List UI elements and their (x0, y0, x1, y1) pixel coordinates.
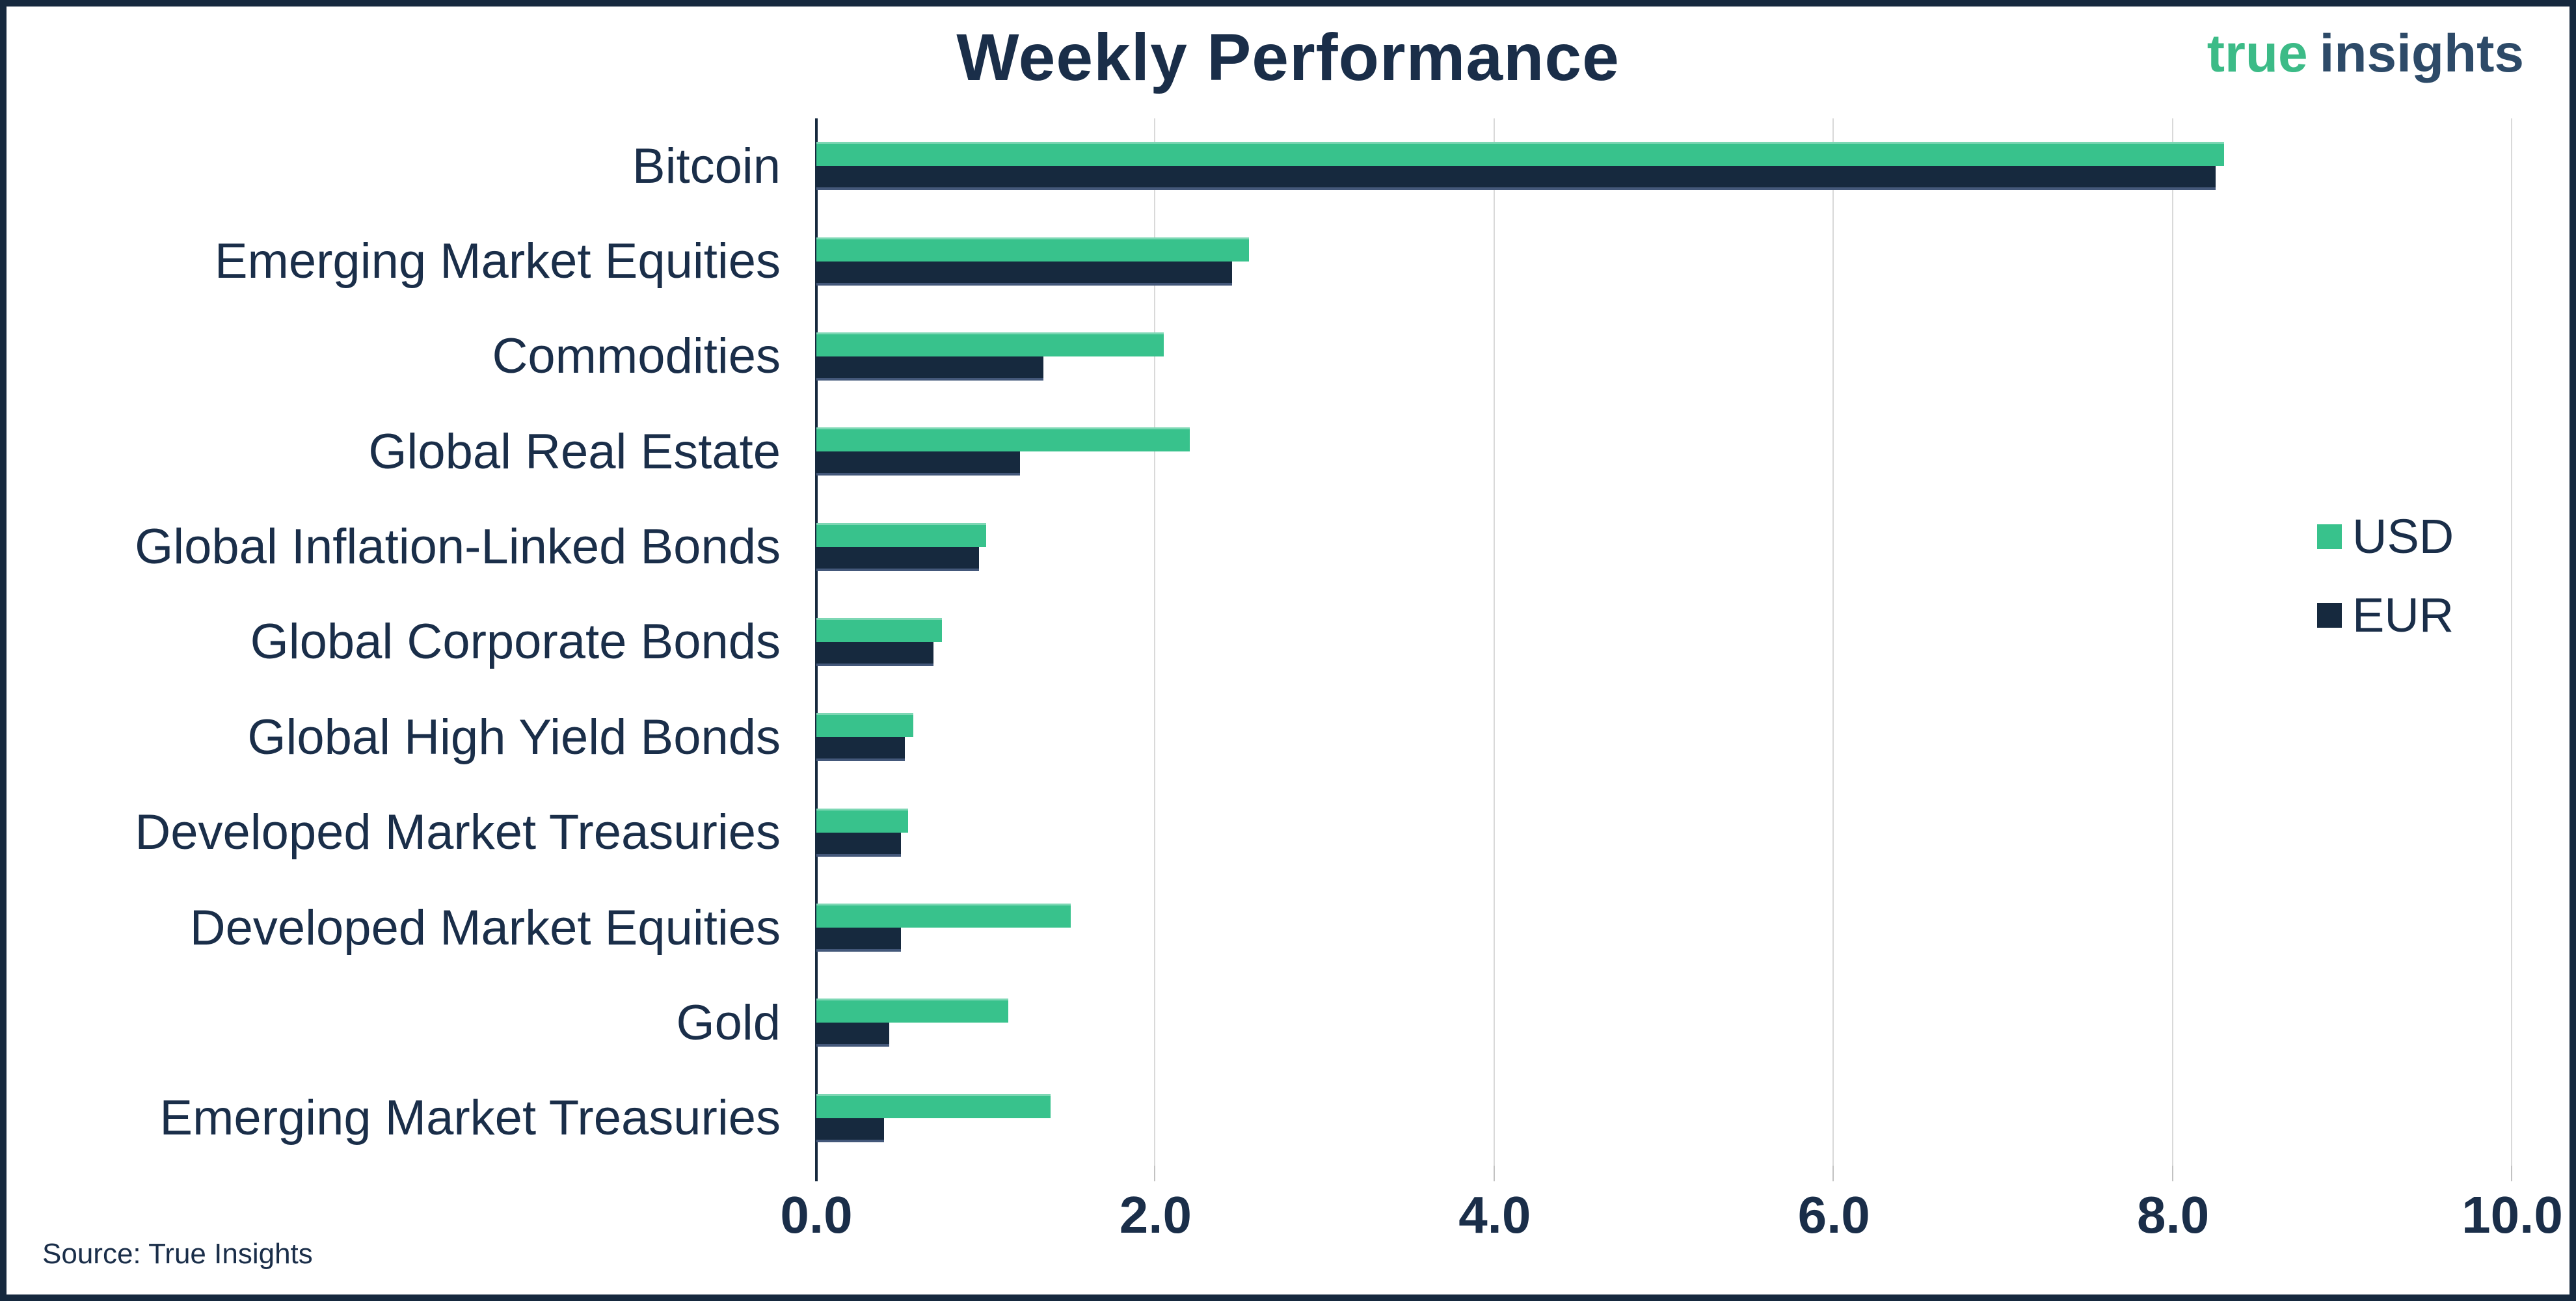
tick-mark (1154, 1166, 1156, 1181)
x-tick-label: 0.0 (780, 1186, 853, 1244)
category-label: Global High Yield Bonds (247, 709, 781, 765)
bar-pair (816, 617, 942, 666)
eur-bar (816, 641, 933, 666)
logo-word-true: true (2207, 24, 2308, 83)
gridline (1154, 118, 1156, 1166)
source-note: Source: True Insights (42, 1238, 313, 1270)
legend-label: USD (2352, 509, 2454, 563)
bar-pair (816, 237, 1249, 286)
x-tick-label: 8.0 (2136, 1186, 2210, 1244)
eur-bar (816, 928, 902, 952)
usd-bar (816, 332, 1164, 356)
category-row: Bitcoin (7, 118, 2569, 213)
eur-bar (816, 261, 1232, 286)
legend-swatch-eur (2317, 602, 2342, 628)
bar-pair (816, 999, 1008, 1047)
category-row: Developed Market Treasuries (7, 785, 2569, 880)
eur-bar (816, 546, 980, 571)
category-label: Emerging Market Treasuries (159, 1090, 781, 1146)
bar-pair (816, 427, 1190, 476)
bar-pair (816, 904, 1071, 952)
bar-pair (816, 142, 2224, 191)
eur-bar (816, 1023, 890, 1047)
category-row: Emerging Market Treasuries (7, 1071, 2569, 1166)
bar-pair (816, 1093, 1051, 1142)
category-label: Gold (676, 995, 781, 1051)
eur-bar (816, 832, 902, 857)
gridline (2511, 118, 2512, 1166)
usd-bar (816, 142, 2224, 167)
legend-item-usd: USD (2317, 509, 2454, 564)
category-row: Global Real Estate (7, 404, 2569, 499)
category-label: Developed Market Treasuries (135, 805, 781, 861)
legend-item-eur: EUR (2317, 587, 2454, 643)
eur-bar (816, 737, 905, 762)
usd-bar (816, 713, 913, 738)
legend: USD EUR (2317, 509, 2454, 666)
eur-bar (816, 166, 2216, 191)
category-label: Developed Market Equities (189, 900, 781, 956)
x-tick-label: 4.0 (1458, 1186, 1531, 1244)
legend-swatch-usd (2317, 524, 2342, 549)
category-label: Emerging Market Equities (214, 234, 781, 289)
category-row: Global High Yield Bonds (7, 690, 2569, 785)
category-label: Global Corporate Bonds (250, 614, 781, 670)
chart-title: Weekly Performance (956, 20, 1620, 94)
usd-bar (816, 1093, 1051, 1118)
category-label: Commodities (492, 329, 781, 384)
tick-mark (1832, 1166, 1834, 1181)
eur-bar (816, 451, 1020, 476)
tick-mark (2171, 1166, 2173, 1181)
usd-bar (816, 522, 986, 547)
usd-bar (816, 904, 1071, 928)
gridline (2171, 118, 2173, 1166)
bar-pair (816, 522, 986, 571)
brand-logo: true insights (2207, 23, 2524, 85)
usd-bar (816, 237, 1249, 262)
tick-mark (2511, 1166, 2512, 1181)
legend-label: EUR (2352, 588, 2454, 642)
x-tick-label: 2.0 (1119, 1186, 1192, 1244)
usd-bar (816, 617, 942, 642)
category-label: Global Real Estate (368, 423, 781, 479)
category-row: Commodities (7, 309, 2569, 404)
category-row: Emerging Market Equities (7, 213, 2569, 308)
usd-bar (816, 808, 908, 833)
bar-pair (816, 713, 913, 762)
bar-pair (816, 332, 1164, 381)
category-label: Bitcoin (632, 138, 781, 194)
eur-bar (816, 356, 1044, 381)
usd-bar (816, 999, 1008, 1023)
usd-bar (816, 427, 1190, 452)
plot-area: Bitcoin Emerging Market Equities Commoditi… (7, 118, 2569, 1181)
x-tick-label: 10.0 (2462, 1186, 2563, 1244)
eur-bar (816, 1118, 885, 1142)
category-row: Developed Market Equities (7, 880, 2569, 975)
bar-pair (816, 808, 908, 857)
tick-mark (1493, 1166, 1495, 1181)
gridline (1493, 118, 1495, 1166)
gridline (1832, 118, 1834, 1166)
category-row: Gold (7, 975, 2569, 1070)
logo-word-insights: insights (2319, 24, 2524, 83)
category-row: Global Inflation-Linked Bonds (7, 499, 2569, 594)
category-label: Global Inflation-Linked Bonds (135, 519, 781, 575)
category-row: Global Corporate Bonds (7, 595, 2569, 690)
x-tick-label: 6.0 (1797, 1186, 1870, 1244)
